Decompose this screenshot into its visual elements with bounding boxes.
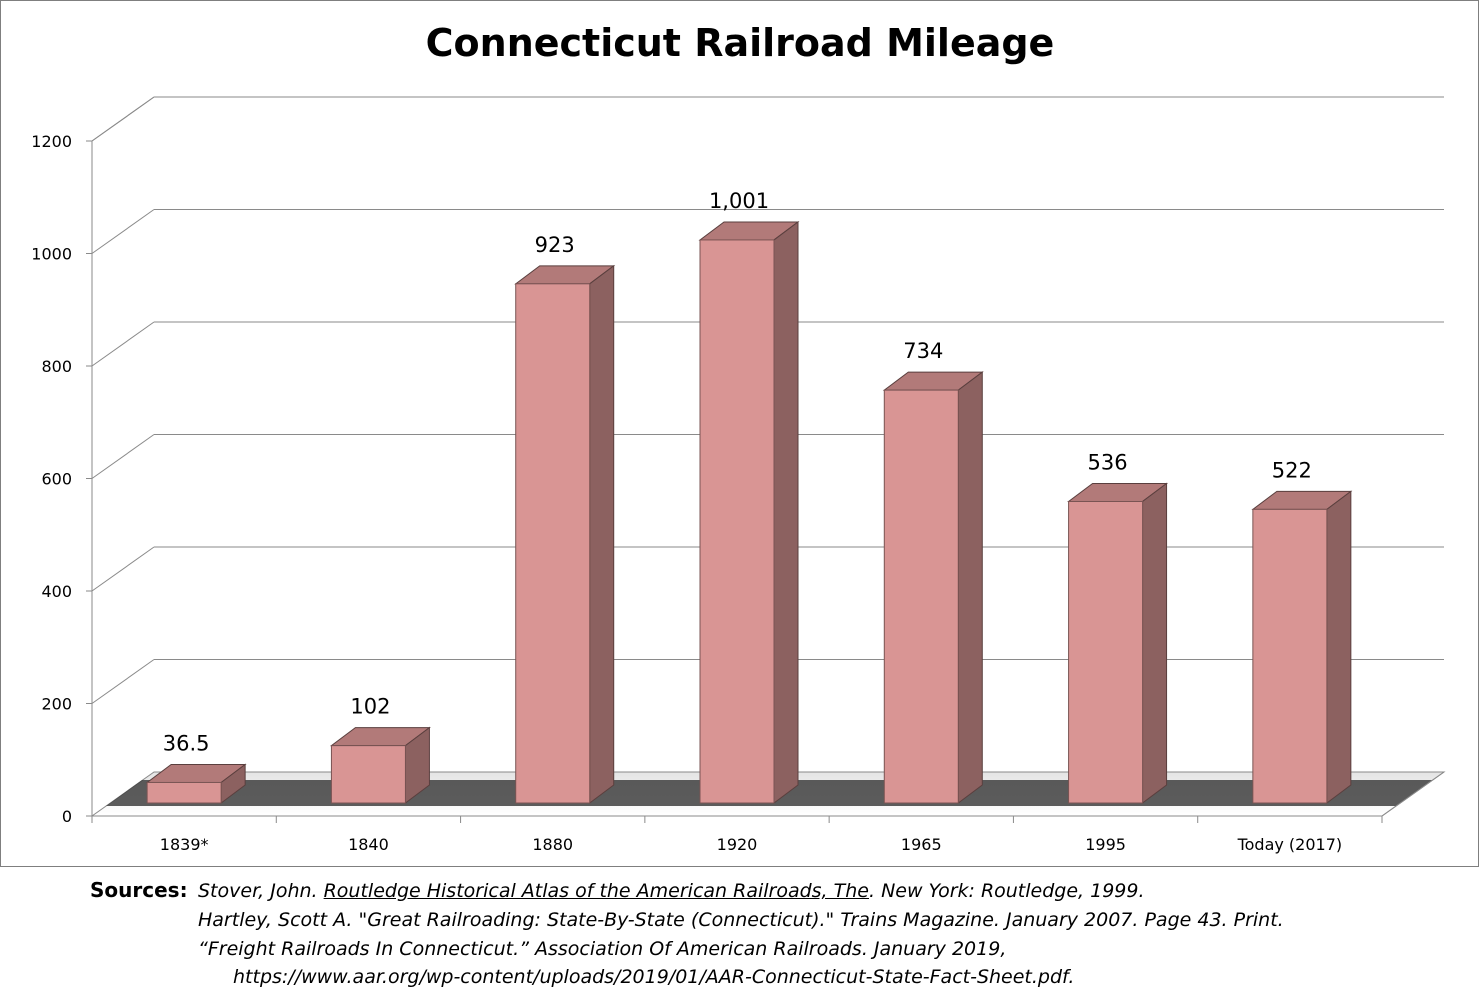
wall-top-edge	[91, 96, 155, 142]
source-stover-author: Stover, John.	[198, 880, 324, 902]
chart-frame	[0, 0, 1479, 867]
y-tick-label: 0	[62, 807, 72, 826]
y-tick-label: 400	[41, 582, 72, 601]
data-label: 923	[535, 233, 575, 257]
bar-side-face	[589, 264, 615, 804]
x-category-label: 1995	[1085, 835, 1126, 854]
bar-side-face	[1326, 490, 1352, 804]
bar-1965	[882, 371, 984, 804]
source-stover: Stover, John. Routledge Historical Atlas…	[198, 880, 1145, 902]
x-axis-categories: 1839* 1840 1880 1920 1965 1995 Today (2017)	[160, 835, 1342, 854]
source-stover-title: Routledge Historical Atlas of the Americ…	[323, 880, 869, 902]
bar-chart: Connecticut Railroad Mileage 0 200 400 600 8…	[31, 21, 1446, 854]
gridline-diagonal-600	[91, 434, 155, 479]
bar-front-face	[1252, 508, 1328, 804]
bar-1920	[698, 220, 800, 804]
chart-title: Connecticut Railroad Mileage	[426, 21, 1055, 65]
bar-front-face	[146, 781, 222, 804]
data-label: 102	[350, 695, 390, 719]
gridline-diagonal-1000	[91, 209, 155, 254]
bar-1840	[329, 726, 431, 804]
x-category-label: 1839*	[160, 835, 209, 854]
data-label: 36.5	[163, 731, 210, 755]
x-category-label: 1840	[348, 835, 389, 854]
bar-front-face	[883, 389, 959, 804]
bar-side-face	[1142, 482, 1168, 804]
x-category-label: 1880	[532, 835, 573, 854]
bar-Today (2017)	[1251, 490, 1353, 804]
bar-1995	[1067, 482, 1169, 804]
bar-front-face	[330, 745, 406, 804]
data-label: 734	[903, 339, 943, 363]
data-label: 1,001	[709, 189, 769, 213]
bar-front-face	[699, 239, 775, 804]
y-axis-ticks: 0 200 400 600 800 1000 1200	[31, 132, 72, 826]
bar-side-face	[773, 220, 799, 804]
source-aar: “Freight Railroads In Connecticut.” Asso…	[198, 938, 1007, 960]
source-hartley: Hartley, Scott A. "Great Railroading: St…	[198, 909, 1284, 931]
x-category-label: 1965	[901, 835, 942, 854]
y-tick-label: 200	[41, 695, 72, 714]
y-tick-label: 800	[41, 357, 72, 376]
bar-front-face	[1068, 501, 1144, 804]
axes	[86, 96, 1445, 823]
x-category-label: Today (2017)	[1237, 835, 1343, 854]
source-stover-publisher: . New York: Routledge, 1999.	[868, 880, 1145, 902]
floor-right-edge	[1381, 771, 1445, 817]
y-tick-label: 1000	[31, 245, 72, 264]
data-label: 522	[1272, 458, 1312, 482]
gridlines	[91, 96, 1444, 704]
gridline-diagonal-800	[91, 321, 155, 367]
bars	[145, 220, 1353, 804]
bar-side-face	[957, 371, 983, 804]
gridline-diagonal-200	[91, 659, 155, 704]
bar-1839*	[145, 763, 247, 804]
sources-block: Sources: Stover, John. Routledge Histori…	[0, 872, 1481, 1000]
bar-1880	[514, 264, 616, 804]
data-label: 536	[1088, 451, 1128, 475]
y-tick-label: 600	[41, 470, 72, 489]
data-labels: 36.5 102 923 1,001 734 536 522	[163, 189, 1312, 756]
sources-heading: Sources:	[90, 878, 188, 902]
y-tick-label: 1200	[31, 132, 72, 151]
x-category-label: 1920	[717, 835, 758, 854]
bar-front-face	[515, 283, 591, 804]
source-aar-url: https://www.aar.org/wp-content/uploads/2…	[233, 966, 1075, 988]
gridline-diagonal-400	[91, 546, 155, 592]
